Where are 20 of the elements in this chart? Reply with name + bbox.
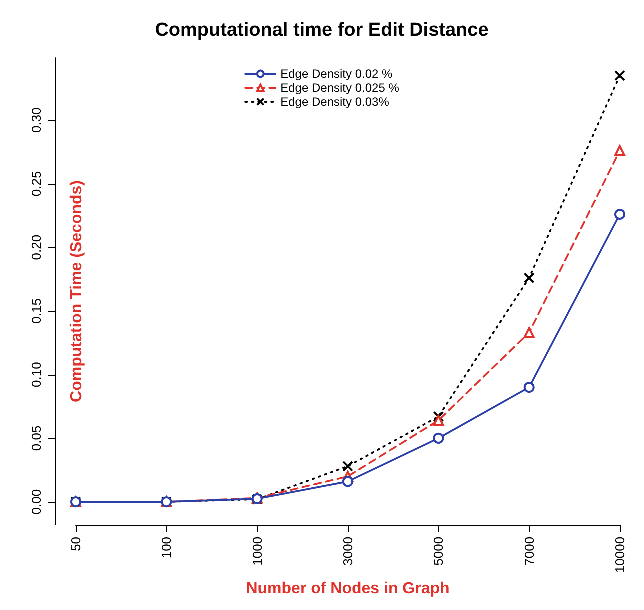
y-tick-label: 0.30 — [29, 108, 44, 133]
x-tick-label: 100 — [159, 536, 174, 559]
y-tick-label: 0.05 — [29, 426, 44, 452]
x-tick-label: 7000 — [522, 536, 537, 566]
y-tick-label: 0.00 — [29, 489, 44, 515]
x-axis-title: Number of Nodes in Graph — [246, 580, 450, 598]
x-tick-label: 5000 — [431, 536, 446, 566]
y-axis-title: Computation Time (Seconds) — [68, 180, 86, 402]
x-tick-label: 1000 — [250, 536, 265, 566]
x-tick-label: 3000 — [340, 536, 356, 566]
y-tick-label: 0.10 — [29, 362, 44, 388]
legend-label: Edge Density 0.025 % — [280, 81, 400, 95]
y-tick-label: 0.25 — [29, 171, 44, 197]
x-tick-label: 10000 — [612, 536, 628, 574]
chart-title: Computational time for Edit Distance — [155, 20, 489, 41]
y-tick-label: 0.20 — [29, 234, 44, 260]
y-tick-label: 0.15 — [29, 298, 44, 324]
x-tick-label: 50 — [68, 536, 84, 552]
legend-label: Edge Density 0.02 % — [280, 67, 394, 81]
legend-label: Edge Density 0.03% — [280, 95, 390, 109]
